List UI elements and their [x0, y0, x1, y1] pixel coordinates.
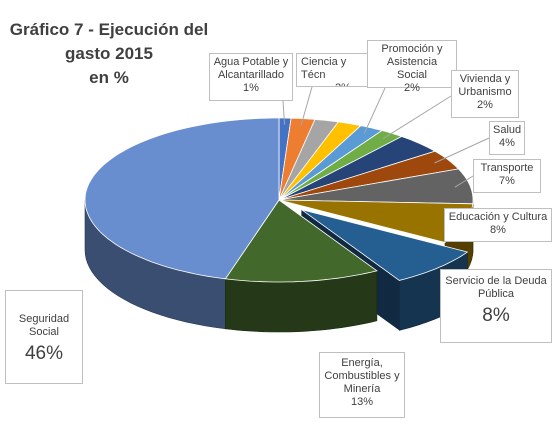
label-name: Vivienda y [459, 73, 511, 85]
title-line: Gráfico 7 - Ejecución del [9, 20, 209, 39]
label-value: 7% [499, 175, 515, 187]
label-name: Salud [493, 124, 522, 136]
pie-slice [278, 125, 383, 201]
label-name: Pública [477, 288, 515, 300]
label-value: 46% [24, 343, 64, 364]
label-name: Energía, [341, 357, 383, 369]
label-seguridad-social: Seguridad Social 46% [5, 290, 83, 384]
pie-slice [301, 209, 469, 281]
label-value: 13% [350, 396, 374, 408]
label-value: 8% [490, 224, 506, 236]
pie-slice [278, 136, 436, 201]
leader-line [282, 100, 286, 125]
label-name: Social [29, 326, 59, 338]
chart-title: Gráfico 7 - Ejecución del gasto 2015 en … [4, 18, 214, 90]
label-value: 2% [301, 82, 365, 86]
label-servicio-deuda: Servicio de la Deuda Pública 8% [440, 269, 552, 343]
leader-line [363, 87, 386, 134]
label-name: Combustibles y [324, 370, 400, 382]
label-name: Ciencia y Técn [301, 56, 347, 81]
label-name: Agua Potable y [213, 56, 289, 68]
pie-3d-group [84, 86, 490, 333]
label-name: Seguridad [18, 313, 70, 325]
label-educacion: Educación y Cultura 8% [444, 208, 552, 242]
title-line: gasto 2015 [65, 44, 153, 63]
pie-slice [278, 168, 474, 205]
label-name: Asistencia Social [386, 56, 438, 81]
label-vivienda: Vivienda y Urbanismo 2% [451, 70, 519, 118]
label-value: 2% [477, 99, 493, 111]
leader-line [434, 137, 490, 164]
pie-slice [224, 199, 378, 283]
pie-slice [84, 117, 280, 280]
label-name: Alcantarillado [217, 69, 285, 81]
label-name: Servicio de la Deuda [445, 275, 547, 287]
label-agua-potable: Agua Potable y Alcantarillado 1% [209, 53, 293, 101]
title-line: en % [89, 68, 129, 87]
label-ciencia: Ciencia y Técn 2% [296, 53, 368, 87]
label-name: Minería [343, 383, 381, 395]
leader-line [382, 95, 452, 140]
label-name: Promoción y [381, 43, 443, 55]
label-value: 2% [404, 82, 420, 94]
label-name: Urbanismo [458, 86, 512, 98]
pie-slice [278, 150, 460, 201]
label-salud: Salud 4% [489, 121, 525, 155]
label-value: 4% [499, 137, 515, 149]
label-promocion: Promoción y Asistencia Social 2% [367, 40, 457, 94]
label-name: Transporte [480, 162, 534, 174]
leader-line [454, 175, 474, 188]
label-value: 1% [243, 82, 259, 94]
pie-slice [278, 121, 362, 201]
label-name: Educación y Cultura [448, 211, 548, 223]
leader-line [300, 86, 313, 126]
label-transporte: Transporte 7% [473, 159, 541, 193]
label-value: 8% [482, 305, 510, 326]
label-energia: Energía, Combustibles y Minería 13% [319, 352, 405, 418]
